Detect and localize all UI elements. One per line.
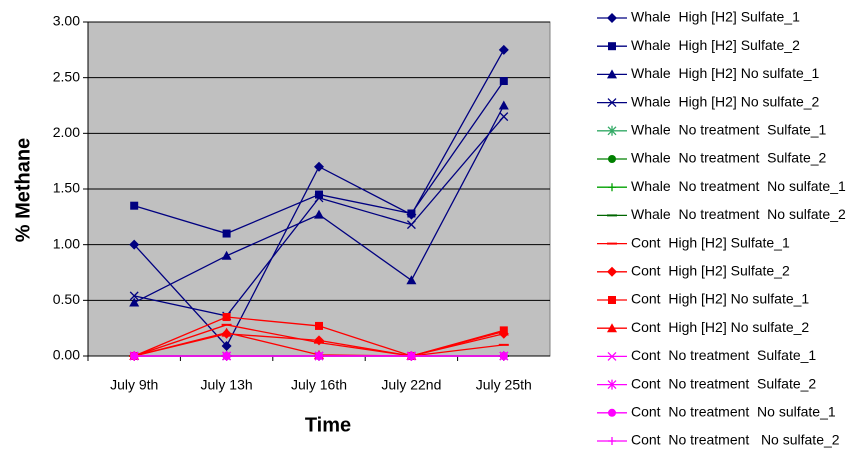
data-point	[314, 209, 324, 219]
legend-marker	[607, 13, 617, 23]
legend-marker	[607, 98, 617, 108]
legend-marker	[608, 42, 616, 51]
legend-label: Whale High [H2] No sulfate_2	[631, 93, 820, 109]
data-point	[130, 201, 139, 210]
legend-marker	[607, 125, 617, 136]
data-point	[407, 352, 416, 360]
legend-label: Cont High [H2] Sulfate_1	[631, 234, 790, 250]
data-point	[315, 321, 323, 330]
legend-label: Cont High [H2] No sulfate_1	[631, 291, 809, 307]
data-point	[406, 275, 417, 285]
data-point	[221, 340, 232, 351]
legend-marker	[607, 69, 617, 79]
data-point	[129, 239, 140, 250]
y-tick-label: 3.00	[53, 13, 80, 29]
data-point	[315, 190, 323, 199]
x-tick-label: July 25th	[476, 377, 532, 393]
legend-marker	[607, 266, 617, 277]
data-point	[221, 327, 232, 337]
data-point	[314, 161, 324, 172]
data-point	[129, 297, 140, 307]
legend-marker	[607, 323, 617, 333]
data-point	[315, 352, 323, 360]
legend-label: Whale High [H2] Sulfate_1	[631, 9, 800, 25]
data-point	[406, 220, 416, 230]
data-point	[222, 229, 231, 238]
data-point	[129, 291, 139, 301]
legend-marker	[608, 296, 616, 304]
legend-label: Cont High [H2] Sulfate_2	[631, 263, 790, 279]
data-point	[498, 326, 509, 336]
legend-label: Whale No treatment Sulfate_1	[631, 122, 827, 138]
legend-label: Whale No treatment No sulfate_2	[631, 206, 846, 222]
x-tick-label: July 16th	[291, 377, 347, 393]
x-tick-label: July 13h	[201, 377, 253, 393]
legend-marker	[607, 351, 617, 361]
data-point	[221, 250, 232, 260]
x-axis-label: Time	[305, 414, 351, 436]
x-tick-label: July 9th	[110, 377, 158, 393]
legend-label: Cont No treatment No sulfate_2	[631, 432, 840, 448]
data-point	[314, 335, 324, 346]
data-point	[130, 352, 139, 360]
data-point	[499, 352, 508, 360]
data-point	[498, 100, 509, 110]
legend-label: Cont No treatment Sulfate_2	[631, 375, 816, 391]
legend-label: Cont No treatment Sulfate_1	[631, 347, 816, 363]
legend-marker	[608, 408, 616, 417]
y-tick-label: 1.50	[53, 180, 80, 196]
y-tick-label: 0.00	[53, 347, 80, 363]
y-tick-label: 2.50	[53, 68, 80, 84]
legend-label: Whale No treatment No sulfate_1	[631, 178, 846, 194]
y-tick-label: 2.00	[53, 124, 80, 140]
y-axis-label: % Methane	[12, 138, 34, 242]
legend-marker	[607, 379, 617, 390]
data-point	[222, 313, 231, 322]
data-point	[407, 209, 416, 218]
legend-label: Whale No treatment Sulfate_2	[631, 150, 827, 166]
y-tick-label: 1.00	[53, 235, 80, 251]
legend-label: Whale High [H2] Sulfate_2	[631, 37, 800, 53]
legend-marker	[608, 437, 616, 445]
data-point	[222, 352, 231, 360]
data-point	[498, 44, 509, 55]
legend-marker	[608, 183, 616, 192]
legend-label: Whale High [H2] No sulfate_1	[631, 65, 820, 81]
y-tick-label: 0.50	[53, 291, 80, 307]
legend-label: Cont High [H2] No sulfate_2	[631, 319, 809, 335]
legend-marker	[608, 155, 616, 163]
legend-label: Cont No treatment No sulfate_1	[631, 404, 836, 420]
data-point	[314, 193, 324, 203]
data-point	[499, 77, 508, 86]
data-point	[499, 112, 509, 122]
x-tick-label: July 22nd	[381, 377, 441, 393]
